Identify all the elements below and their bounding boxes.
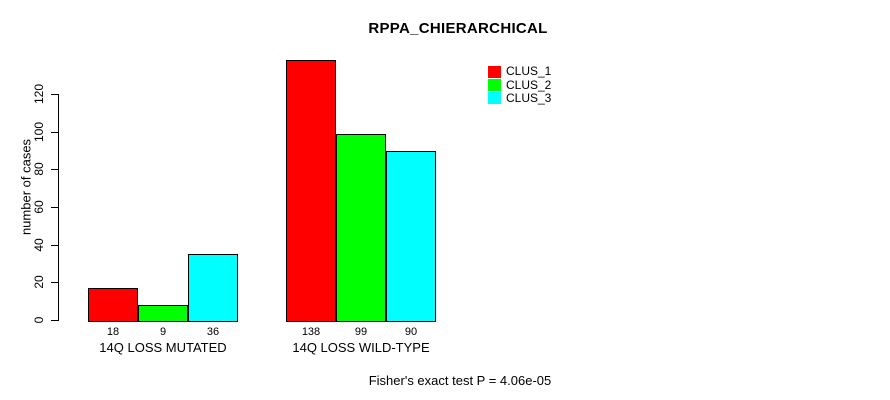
bar-value-label: 99 bbox=[354, 326, 368, 338]
legend-swatch-clus_3 bbox=[488, 92, 501, 105]
y-tick-mark bbox=[51, 207, 58, 208]
y-tick-mark bbox=[51, 94, 58, 95]
bar-clus_3-2 bbox=[386, 151, 436, 322]
y-tick-label: 0 bbox=[32, 316, 46, 324]
bar-clus_1-1 bbox=[88, 288, 138, 322]
y-tick-label: 120 bbox=[32, 83, 46, 105]
legend-label: CLUS_1 bbox=[506, 64, 552, 79]
bar-clus_2-2 bbox=[336, 134, 386, 322]
y-axis-line bbox=[58, 94, 59, 321]
bar-value-label: 18 bbox=[106, 326, 120, 338]
category-label: 14Q LOSS WILD-TYPE bbox=[292, 340, 430, 355]
legend-item: CLUS_3 bbox=[488, 90, 552, 105]
bar-clus_1-2 bbox=[286, 60, 336, 322]
y-tick-mark bbox=[51, 169, 58, 171]
y-tick-mark bbox=[51, 320, 58, 321]
bar-value-label: 9 bbox=[159, 326, 167, 338]
bar-value-label: 90 bbox=[404, 326, 418, 338]
category-label: 14Q LOSS MUTATED bbox=[99, 340, 227, 355]
annotation-text: Fisher's exact test P = 4.06e-05 bbox=[368, 373, 552, 388]
y-tick-mark bbox=[51, 282, 58, 284]
y-tick-label: 20 bbox=[32, 275, 46, 289]
y-tick-label: 40 bbox=[32, 238, 46, 252]
y-tick-mark bbox=[51, 244, 58, 246]
chart-title: RPPA_CHIERARCHICAL bbox=[368, 20, 548, 37]
y-tick-mark bbox=[51, 131, 58, 133]
y-tick-label: 80 bbox=[32, 162, 46, 176]
y-tick-label: 100 bbox=[32, 121, 46, 142]
y-tick-label: 60 bbox=[32, 200, 46, 214]
legend: CLUS_1 CLUS_2 CLUS_3 bbox=[488, 65, 551, 105]
bar-clus_3-1 bbox=[188, 254, 238, 322]
legend-swatch-clus_2 bbox=[488, 79, 501, 92]
legend-item: CLUS_1 bbox=[488, 65, 551, 78]
bar-value-label: 138 bbox=[301, 326, 321, 338]
y-axis-title-text: number of cases bbox=[18, 138, 34, 236]
bar-clus_2-1 bbox=[138, 305, 188, 322]
legend-label: CLUS_3 bbox=[506, 90, 552, 105]
legend-item: CLUS_2 bbox=[488, 77, 552, 92]
legend-label: CLUS_2 bbox=[506, 77, 552, 92]
bar-value-label: 36 bbox=[206, 326, 220, 338]
legend-swatch-clus_1 bbox=[488, 65, 501, 78]
